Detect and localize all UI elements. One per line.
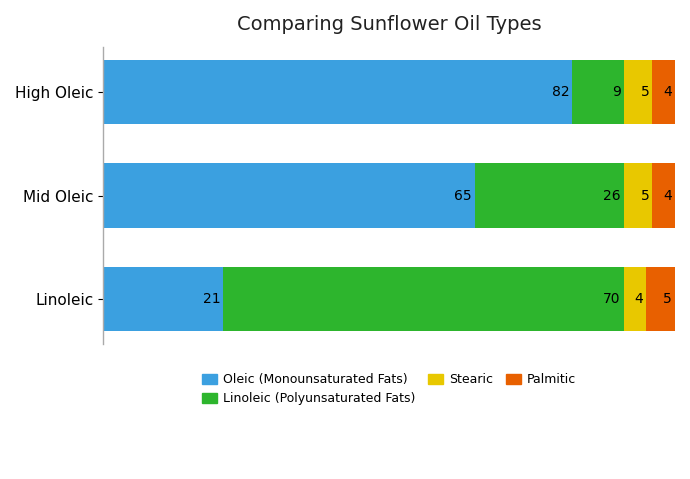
Text: 9: 9 [612, 85, 621, 99]
Bar [572, 60, 624, 124]
Bar [647, 267, 675, 331]
Bar [624, 267, 647, 331]
Bar [104, 60, 572, 124]
Bar [624, 60, 652, 124]
Text: 4: 4 [663, 85, 672, 99]
Bar [224, 267, 624, 331]
Text: 21: 21 [203, 292, 220, 306]
Bar [104, 163, 475, 228]
Text: 4: 4 [663, 189, 672, 203]
Text: 4: 4 [635, 292, 644, 306]
Legend: Oleic (Monounsaturated Fats), Linoleic (Polyunsaturated Fats), Stearic, Palmitic: Oleic (Monounsaturated Fats), Linoleic (… [197, 368, 581, 411]
Text: 70: 70 [603, 292, 621, 306]
Bar [652, 163, 675, 228]
Bar [104, 267, 224, 331]
Text: 65: 65 [455, 189, 472, 203]
Title: Comparing Sunflower Oil Types: Comparing Sunflower Oil Types [237, 15, 542, 34]
Bar [652, 60, 675, 124]
Text: 26: 26 [603, 189, 621, 203]
Text: 5: 5 [640, 85, 649, 99]
Bar [475, 163, 624, 228]
Text: 5: 5 [663, 292, 672, 306]
Text: 5: 5 [640, 189, 649, 203]
Bar [624, 163, 652, 228]
Text: 82: 82 [551, 85, 569, 99]
